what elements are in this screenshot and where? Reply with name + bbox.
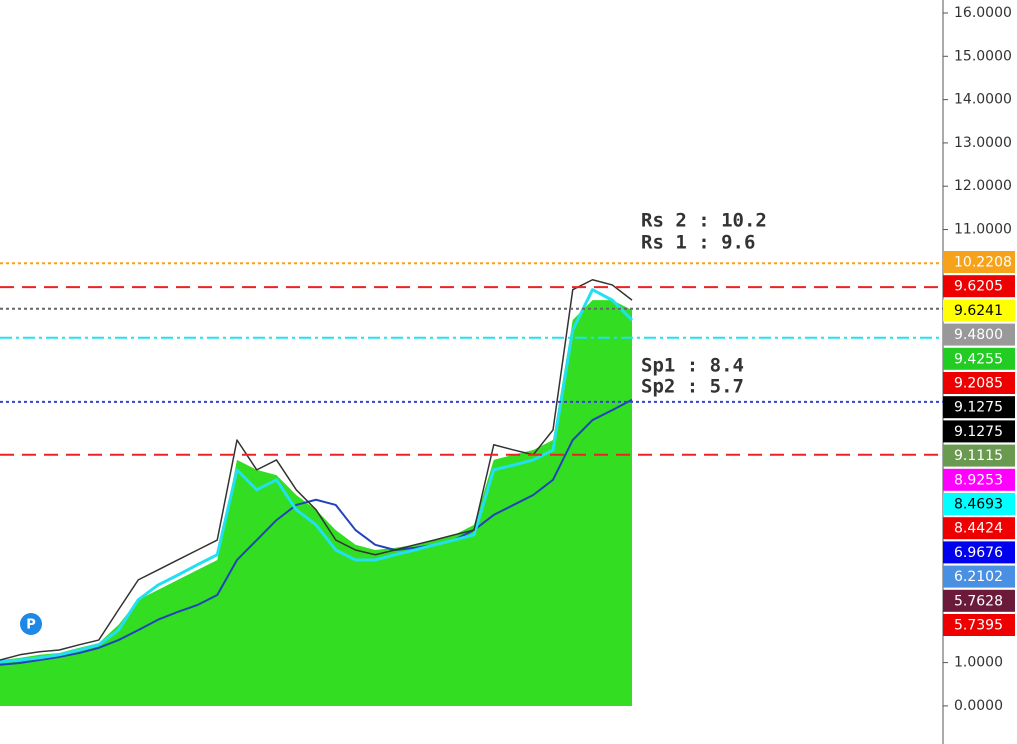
price-tag bbox=[943, 420, 1015, 443]
price-tag bbox=[943, 275, 1015, 298]
price-tag-label: 5.7395 bbox=[954, 618, 1003, 634]
marker-label: P bbox=[26, 618, 36, 633]
price-tag-label: 8.4424 bbox=[954, 521, 1003, 537]
price-tag-label: 9.6205 bbox=[954, 279, 1003, 295]
price-line bbox=[0, 398, 633, 666]
price-tag bbox=[943, 396, 1015, 419]
price-tag-label: 9.1275 bbox=[954, 424, 1003, 440]
price-tag-label: 5.7628 bbox=[954, 593, 1003, 609]
price-tag-label: 9.1275 bbox=[954, 400, 1003, 416]
plot bbox=[0, 262, 943, 706]
annotation: Sp1 : 8.4 bbox=[641, 355, 744, 377]
price-tag bbox=[943, 468, 1015, 491]
y-tick-label: 16.0000 bbox=[954, 5, 1012, 21]
price-tag-label: 10.2208 bbox=[954, 255, 1012, 271]
price-tag bbox=[943, 323, 1015, 346]
y-tick-label: 0.0000 bbox=[954, 698, 1003, 714]
price-tag bbox=[943, 541, 1015, 564]
price-tag bbox=[943, 589, 1015, 612]
price-tag bbox=[943, 517, 1015, 540]
annotation: Rs 2 : 10.2 bbox=[641, 210, 767, 232]
price-tag bbox=[943, 493, 1015, 515]
price-tag bbox=[943, 347, 1015, 370]
price-tag bbox=[943, 251, 1015, 273]
price-line bbox=[0, 288, 634, 664]
price-line bbox=[0, 279, 633, 661]
annotation: Rs 1 : 9.6 bbox=[641, 232, 755, 254]
y-tick-label: 15.0000 bbox=[954, 48, 1012, 64]
price-tag bbox=[943, 614, 1015, 636]
price-tag-label: 9.6241 bbox=[954, 303, 1003, 319]
price-tag-label: 9.4800 bbox=[954, 327, 1003, 343]
price-tag-label: 9.1115 bbox=[954, 448, 1003, 464]
y-tick-label: 12.0000 bbox=[954, 178, 1012, 194]
y-tick-label: 14.0000 bbox=[954, 92, 1012, 108]
price-tag bbox=[943, 299, 1015, 322]
price-tag-label: 6.9676 bbox=[954, 545, 1003, 561]
y-tick-label: 13.0000 bbox=[954, 135, 1012, 151]
price-tag-label: 8.9253 bbox=[954, 472, 1003, 488]
price-tag-label: 8.4693 bbox=[954, 497, 1003, 513]
price-tag bbox=[943, 372, 1015, 394]
price-tag bbox=[943, 565, 1015, 588]
price-tag-label: 9.4255 bbox=[954, 351, 1003, 367]
price-tag bbox=[943, 444, 1015, 467]
y-tick-label: 11.0000 bbox=[954, 222, 1012, 238]
area bbox=[0, 300, 632, 706]
annotation: Sp2 : 5.7 bbox=[641, 376, 744, 398]
marker-badge bbox=[20, 613, 42, 635]
y-tick-label: 1.0000 bbox=[954, 655, 1003, 671]
price-tag-label: 9.2085 bbox=[954, 376, 1003, 392]
price-tag-label: 6.2102 bbox=[954, 569, 1003, 585]
